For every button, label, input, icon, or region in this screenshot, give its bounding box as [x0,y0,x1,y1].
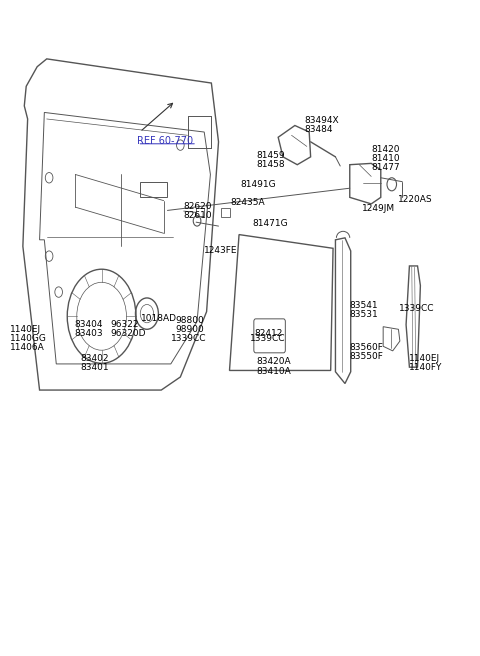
Text: 1220AS: 1220AS [397,195,432,204]
Text: 1243FE: 1243FE [204,247,238,255]
Text: 1339CC: 1339CC [399,304,434,313]
Text: 1339CC: 1339CC [171,334,206,343]
Text: 83404: 83404 [74,320,102,329]
Text: 82412: 82412 [254,329,283,338]
Text: 83560F: 83560F [350,343,384,352]
Text: 83401: 83401 [80,363,109,373]
Text: 96320D: 96320D [110,329,146,338]
Text: 83531: 83531 [350,310,379,319]
Text: 83420A: 83420A [257,358,291,367]
Text: 81410: 81410 [371,154,400,163]
Text: 81491G: 81491G [240,180,276,189]
Text: 82610: 82610 [184,211,212,220]
Text: 98900: 98900 [176,325,204,334]
Text: 98800: 98800 [176,316,204,325]
Text: 83410A: 83410A [257,367,291,376]
Text: 81459: 81459 [257,151,285,160]
Text: 1339CC: 1339CC [250,334,285,343]
Bar [196,209,204,216]
Text: 83494X: 83494X [304,115,339,125]
Text: 1140EJ: 1140EJ [409,354,441,363]
Text: 83402: 83402 [80,354,108,363]
Text: 1140FY: 1140FY [409,363,443,372]
Text: 1249JM: 1249JM [362,204,395,213]
Text: 83403: 83403 [74,329,103,338]
Text: 82435A: 82435A [230,198,265,207]
Text: 96322: 96322 [110,320,139,329]
Text: 81471G: 81471G [252,219,288,228]
Text: 81420: 81420 [371,145,400,154]
Text: 1018AD: 1018AD [141,314,177,323]
Text: 81458: 81458 [257,160,285,169]
Text: 1140GG: 1140GG [10,334,47,343]
Bar [140,182,168,197]
Bar [221,208,229,217]
Text: REF 60-770: REF 60-770 [137,136,193,146]
Text: 11406A: 11406A [10,343,45,352]
Text: 81477: 81477 [371,163,400,173]
Text: 83541: 83541 [350,301,378,310]
Text: 83550F: 83550F [350,352,384,361]
Text: 1140EJ: 1140EJ [10,325,41,334]
Text: 82620: 82620 [184,202,212,211]
Text: 83484: 83484 [304,125,333,134]
